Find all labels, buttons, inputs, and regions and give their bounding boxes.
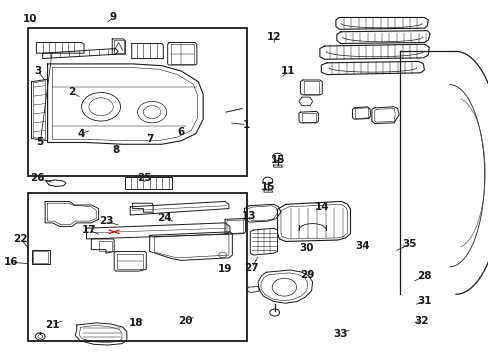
Text: 8: 8 [112,145,119,155]
Text: 28: 28 [416,271,431,282]
Text: 33: 33 [333,329,347,339]
Text: 15: 15 [260,182,275,192]
Text: 1: 1 [243,120,250,130]
Text: 12: 12 [266,32,280,42]
Text: 10: 10 [22,14,37,23]
Text: 7: 7 [146,134,153,144]
Text: 27: 27 [244,262,259,273]
Bar [125,177,171,189]
Text: 17: 17 [81,225,96,235]
Text: 31: 31 [416,296,431,306]
Bar [31,249,50,264]
Text: 16: 16 [4,257,19,267]
Bar [28,28,246,176]
Text: 5: 5 [37,138,44,148]
Text: 32: 32 [414,316,428,326]
Text: 34: 34 [354,242,369,251]
Text: 13: 13 [242,211,256,221]
Text: 6: 6 [177,127,184,137]
Text: 19: 19 [218,264,232,274]
Text: 23: 23 [99,216,113,226]
Text: 21: 21 [45,320,60,330]
Text: 9: 9 [109,13,117,22]
Text: 11: 11 [281,66,295,76]
Text: 2: 2 [68,87,75,98]
Text: 22: 22 [14,234,28,244]
Text: 3: 3 [34,66,41,76]
Text: 15: 15 [270,156,284,165]
Text: 24: 24 [157,212,171,222]
Text: 30: 30 [299,243,313,253]
Text: 29: 29 [300,270,314,280]
Text: 14: 14 [314,202,329,212]
Text: 18: 18 [129,318,143,328]
Text: 20: 20 [178,316,192,326]
Text: 26: 26 [31,173,45,183]
Text: 35: 35 [402,239,416,249]
Text: 4: 4 [78,129,85,139]
Text: 25: 25 [137,173,152,183]
Bar [28,193,246,341]
Bar [33,251,48,262]
